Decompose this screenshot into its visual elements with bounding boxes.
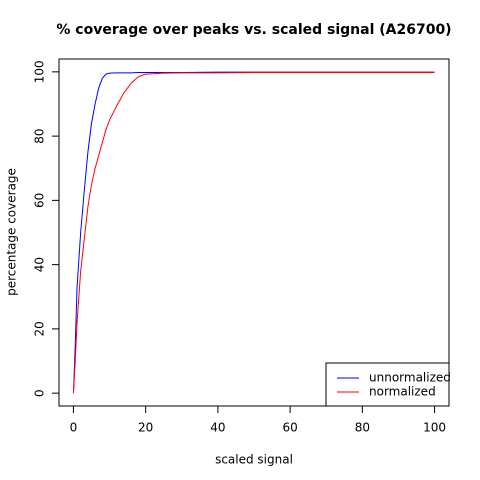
y-tick-label: 40: [33, 257, 47, 272]
y-tick-label: 0: [33, 389, 47, 397]
y-tick-label: 80: [33, 128, 47, 143]
series-line: [72, 71, 435, 394]
x-tick-label: 100: [423, 421, 446, 435]
y-tick-label: 100: [33, 60, 47, 83]
x-tick-label: 80: [355, 421, 370, 435]
y-axis-label: percentage coverage: [5, 168, 19, 296]
x-tick-label: 20: [138, 421, 153, 435]
y-tick-label: 20: [33, 321, 47, 336]
legend-label: normalized: [369, 385, 436, 399]
x-tick-label: 0: [70, 421, 78, 435]
x-tick-label: 40: [210, 421, 225, 435]
legend-box: [325, 362, 450, 407]
series-line: [72, 71, 435, 394]
y-tick-label: 60: [33, 193, 47, 208]
legend-label: unnormalized: [369, 371, 451, 385]
x-axis-label: scaled signal: [215, 453, 293, 467]
plot-frame: [58, 58, 450, 407]
x-tick-label: 60: [282, 421, 297, 435]
chart-title: % coverage over peaks vs. scaled signal …: [56, 22, 451, 38]
